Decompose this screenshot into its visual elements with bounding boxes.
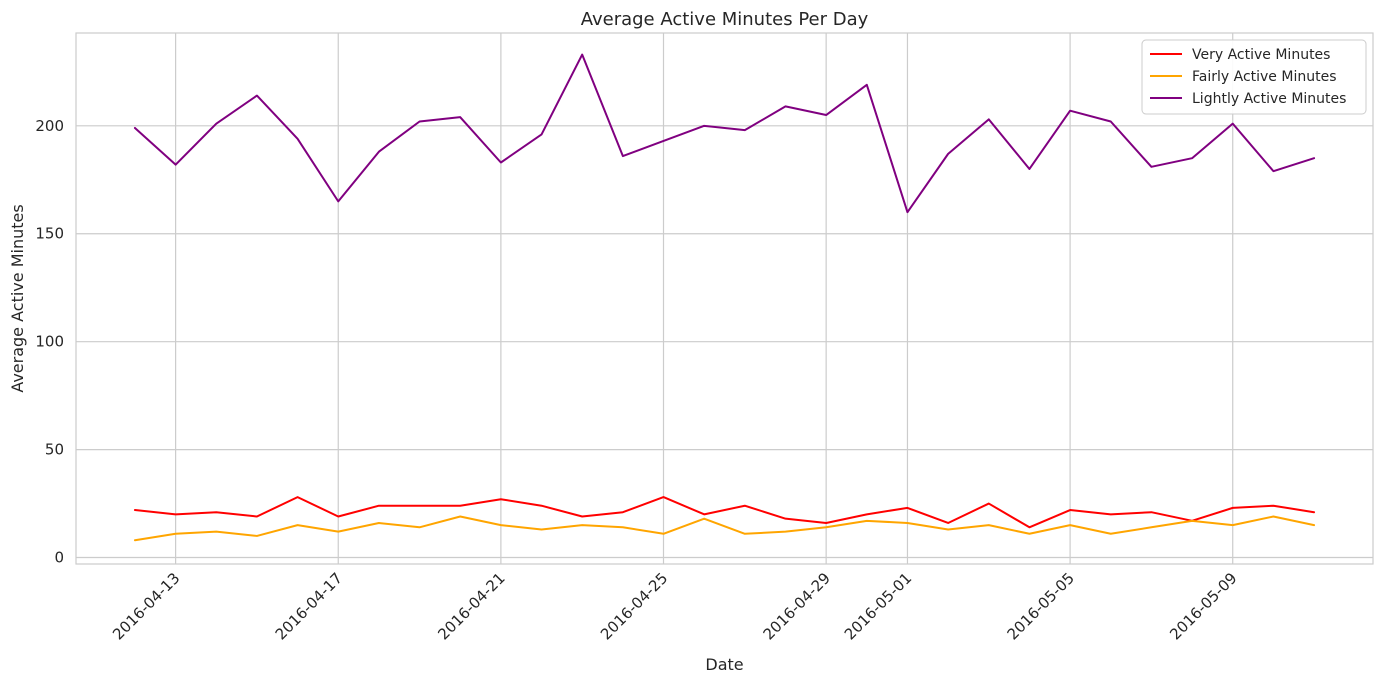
x-tick-label: 2016-05-01 (841, 569, 915, 643)
legend-frame (1141, 39, 1367, 115)
legend-label: Fairly Active Minutes (1192, 69, 1336, 85)
series-lines (133, 53, 1316, 542)
x-tick-label: 2016-04-25 (597, 569, 671, 643)
series-line-3 (133, 53, 1316, 214)
chart-title: Average Active Minutes Per Day (581, 9, 869, 30)
legend-label: Very Active Minutes (1192, 47, 1330, 63)
plot-area (76, 33, 1373, 564)
series-line-2 (133, 515, 1316, 542)
x-tick-label: 2016-04-17 (272, 569, 346, 643)
y-tick-label: 0 (54, 549, 64, 567)
x-axis-label: Date (705, 655, 743, 674)
x-tick-label: 2016-05-05 (1004, 569, 1078, 643)
x-tick-label: 2016-04-13 (109, 569, 183, 643)
y-tick-label: 150 (35, 225, 64, 243)
legend-label: Lightly Active Minutes (1192, 91, 1346, 107)
y-tick-label: 200 (35, 117, 64, 135)
y-tick-label: 50 (45, 441, 64, 459)
y-tick-label: 100 (35, 333, 64, 351)
series-line-1 (133, 496, 1316, 529)
legend: Very Active Minutes Fairly Active Minutes… (1141, 39, 1367, 115)
x-tick-label: 2016-04-21 (434, 569, 508, 643)
plot-frame (75, 32, 1374, 565)
y-axis-label: Average Active Minutes (8, 204, 27, 392)
x-tick-label: 2016-04-29 (760, 569, 834, 643)
grid (76, 33, 1373, 564)
x-tick-label: 2016-05-09 (1166, 569, 1240, 643)
